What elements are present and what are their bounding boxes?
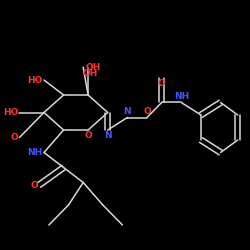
Text: O: O	[84, 131, 92, 140]
Text: NH: NH	[174, 92, 189, 101]
Text: N: N	[124, 107, 131, 116]
Text: O: O	[10, 133, 18, 142]
Text: HO: HO	[27, 76, 43, 84]
Text: OH: OH	[83, 69, 98, 78]
Text: O: O	[30, 180, 38, 190]
Text: NH: NH	[28, 148, 43, 157]
Text: HO: HO	[3, 108, 18, 117]
Text: O: O	[158, 79, 166, 88]
Text: OH: OH	[86, 63, 101, 72]
Text: O: O	[143, 107, 151, 116]
Text: N: N	[104, 131, 112, 140]
